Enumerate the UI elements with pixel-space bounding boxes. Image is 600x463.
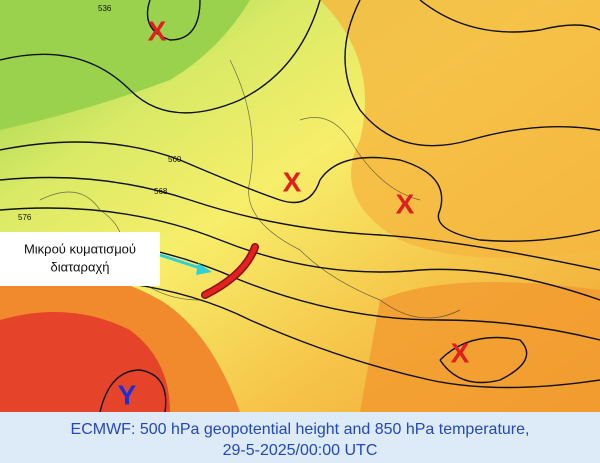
contour: [0, 207, 600, 301]
contour: [0, 141, 600, 242]
contour: [419, 0, 600, 33]
cold-region: [0, 0, 250, 130]
contour: [0, 176, 600, 271]
high-marker: X: [283, 166, 302, 197]
coastline: [229, 59, 461, 319]
contour: [0, 0, 321, 114]
high-marker: X: [451, 337, 470, 368]
contour-label: 568: [154, 187, 168, 196]
coastline: [299, 117, 421, 201]
warm-region: [360, 282, 600, 412]
caption: ECMWF: 500 hPa geopotential height and 8…: [71, 421, 530, 438]
contour: [439, 336, 528, 384]
high-marker: X: [396, 188, 415, 219]
disturbance: [202, 244, 258, 298]
very-hot-region: [0, 312, 170, 412]
arrow-head: [196, 263, 212, 275]
annotation-text: Μικρού κυματισμού: [24, 241, 136, 256]
contour-label: 536: [98, 4, 112, 13]
annotation-text: διαταραχή: [50, 259, 109, 274]
annotation-box: [0, 232, 160, 286]
caption: 29-5-2025/00:00 UTC: [223, 442, 378, 459]
caption-background: [0, 412, 600, 463]
low-marker: Y: [118, 379, 137, 410]
contour-label: 560: [168, 155, 182, 164]
warm-region: [320, 0, 600, 258]
high-marker: X: [148, 15, 167, 46]
contour: [99, 369, 167, 413]
contour: [146, 0, 201, 41]
contour: [344, 0, 600, 147]
contour-label: 576: [18, 213, 32, 222]
